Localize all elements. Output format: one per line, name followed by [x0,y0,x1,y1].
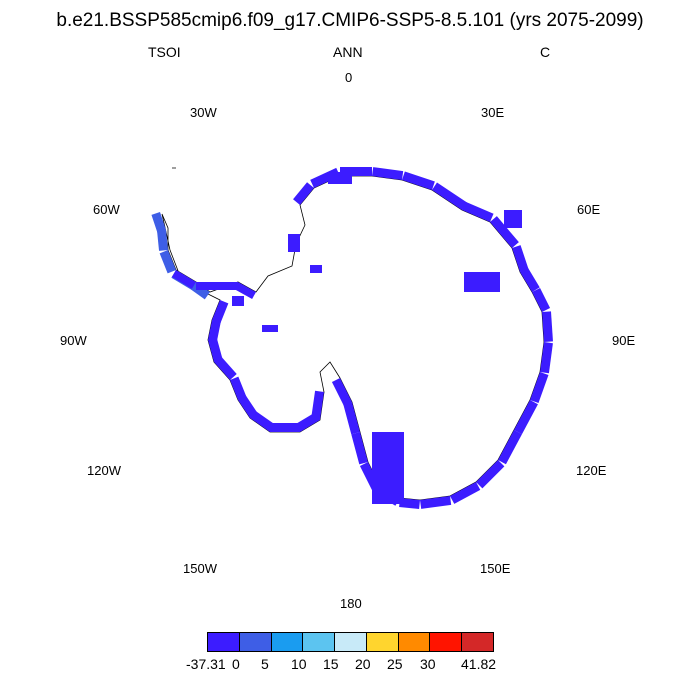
coastal-cell [295,412,320,432]
lon-label-30e: 30E [481,105,505,120]
tsoi-grid-cells [151,167,553,509]
coastal-cell [171,270,196,289]
coastal-cell [450,482,481,504]
colorbar-label: 20 [355,656,371,672]
lon-label-30w: 30W [190,105,217,120]
peninsula-cell [190,282,210,300]
colorbar-label: 10 [291,656,307,672]
interior-cell [232,296,244,306]
colorbar-cell [429,632,463,652]
coastal-cell [476,460,505,489]
colorbar-cell [397,632,431,652]
peninsula-cell [159,250,176,274]
interior-cell [328,172,352,184]
coastal-cell [238,395,258,418]
coastal-cell [520,267,540,292]
lon-label-150e: 150E [480,561,511,576]
coastal-cell [498,430,522,465]
peninsula-cell [151,212,166,233]
coastal-cell [293,182,314,205]
interior-cell [288,234,300,252]
coastal-cell [208,320,221,342]
colorbar-label: 41.82 [461,656,497,672]
interior-cell [310,265,322,273]
lon-label-60e: 60E [577,202,601,217]
colorbar-cell [334,632,367,652]
coastal-cell [512,245,529,272]
lon-label-90w: 90W [60,333,87,348]
coastal-cell [212,300,229,324]
colorbar [207,632,494,654]
colorbar-cell [270,632,304,652]
colorbar-cell [207,632,240,652]
plot-title: b.e21.BSSP585cmip6.f09_g17.CMIP6-SSP5-8.… [56,10,644,31]
interior-cell [262,325,278,332]
coastal-cell [270,423,300,432]
coastal-cell [462,201,494,222]
center-string: ANN [333,44,363,60]
coastal-cell [234,282,256,299]
coastal-cell [351,432,368,465]
lon-label-120e: 120E [576,463,607,478]
colorbar-label: 30 [420,656,436,672]
interior-cell [504,210,522,228]
colorbar-label: 5 [261,656,269,672]
coastal-cell [331,378,352,407]
coastal-cell [214,356,237,380]
right-string: C [540,44,551,60]
coastal-cell [532,287,551,312]
colorbar-cell [365,632,399,652]
coastal-cell [343,402,360,435]
colorbar-label: -37.31 [186,656,226,672]
lon-label-120w: 120W [87,463,121,478]
coastal-cell [402,171,435,190]
lon-label-90e: 90E [612,333,636,348]
colorbar-label: 0 [232,656,240,672]
colorbar-label: 25 [387,656,403,672]
coastal-cell [420,496,452,509]
colorbar-cell [461,632,494,652]
coastal-cell [542,311,553,342]
coastal-cell [196,282,238,290]
coastal-cell [311,390,324,420]
coastal-cell [432,182,467,210]
lon-label-0: 0 [345,70,353,85]
coastal-cell [490,216,519,248]
coastal-cell [250,410,276,432]
colorbar-label: 15 [323,656,339,672]
interior-cell [464,272,500,292]
lon-label-60w: 60W [93,202,120,217]
lon-label-180: 180 [340,596,362,611]
lon-label-150w: 150W [183,561,217,576]
peninsula-cell [157,230,168,251]
colorbar-cell [238,632,272,652]
coastal-cell [514,400,538,435]
colorbar-cell [302,632,336,652]
coastal-cell [372,167,404,180]
coastal-cell [208,337,223,362]
coastal-cell [399,498,420,509]
coastal-cell [230,376,247,400]
coastal-cell [530,372,549,404]
interior-cell [372,432,404,504]
left-string: TSOI [148,44,181,60]
coastal-cell [540,342,553,374]
